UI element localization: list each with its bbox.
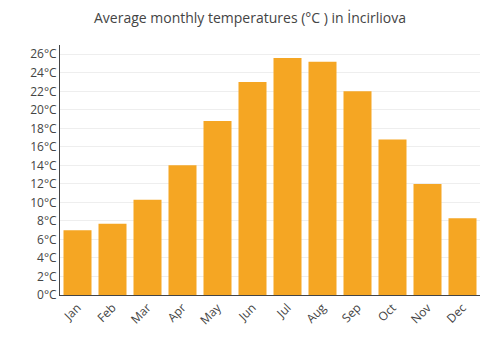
svg-text:Nov: Nov [407,299,435,327]
svg-text:16°C: 16°C [30,138,57,155]
svg-text:20°C: 20°C [30,101,57,118]
svg-text:18°C: 18°C [30,120,57,137]
svg-text:Jan: Jan [60,299,85,324]
svg-text:May: May [196,299,225,328]
svg-text:12°C: 12°C [30,175,57,192]
svg-text:6°C: 6°C [37,231,57,248]
svg-text:24°C: 24°C [30,64,57,81]
svg-text:Oct: Oct [374,299,400,325]
svg-text:Feb: Feb [93,299,119,325]
svg-text:Sep: Sep [338,299,365,326]
svg-text:Jul: Jul [272,299,294,321]
svg-text:2°C: 2°C [37,268,57,285]
svg-text:Average monthly temperatures (: Average monthly temperatures (°C ) in İn… [94,8,406,27]
svg-text:8°C: 8°C [37,212,57,229]
svg-text:Mar: Mar [127,299,155,327]
svg-text:4°C: 4°C [37,249,57,266]
svg-text:Dec: Dec [443,299,470,326]
svg-text:Aug: Aug [302,299,330,327]
svg-text:22°C: 22°C [30,83,57,100]
svg-text:10°C: 10°C [30,194,57,211]
svg-text:0°C: 0°C [37,286,57,303]
svg-text:14°C: 14°C [30,157,57,174]
svg-text:Jun: Jun [234,299,259,324]
svg-text:Apr: Apr [164,299,190,325]
svg-text:26°C: 26°C [30,45,57,62]
